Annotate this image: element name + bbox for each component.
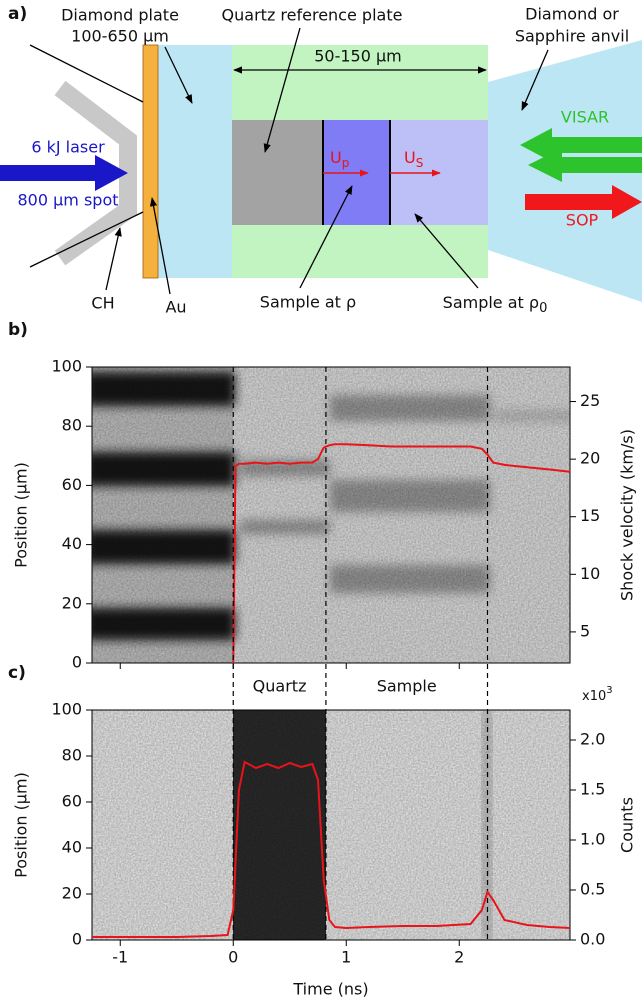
y2-tick-label: 0.5	[580, 880, 605, 899]
y-tick-label: 80	[62, 746, 82, 765]
pointer	[149, 197, 171, 295]
y-axis-label: Position (µm)	[12, 772, 31, 878]
x-tick-label: 2	[454, 948, 464, 967]
diamond-label: 100-650 µm	[71, 27, 169, 46]
gold-layer	[142, 44, 159, 279]
laser-arrow	[0, 155, 128, 191]
plot-frame	[91, 709, 571, 941]
up-label: Up	[330, 148, 349, 170]
y2-tick-label: 20	[580, 449, 600, 468]
y2-scale: x103	[582, 685, 613, 704]
quartz-label: Quartz reference plate	[222, 6, 403, 25]
y2-tick-label: 0.0	[580, 930, 605, 949]
y-tick-label: 20	[62, 884, 82, 903]
sop-label: SOP	[566, 211, 599, 230]
anvil-label: Diamond or	[525, 5, 619, 24]
up-sub: p	[342, 156, 350, 170]
au-label: Au	[165, 298, 186, 317]
visar-arrow	[520, 128, 642, 162]
y2-axis-label: Shock velocity (km/s)	[618, 429, 637, 601]
plot-frame	[91, 366, 571, 664]
sample-sub: 0	[539, 301, 547, 316]
anvil-label: Sapphire anvil	[515, 27, 629, 46]
y-tick-label: 40	[62, 838, 82, 857]
y-tick-label: 80	[62, 416, 82, 435]
x-axis-label: Time (ns)	[292, 980, 368, 999]
data-line	[92, 760, 571, 938]
y2-tick-label: 15	[580, 506, 600, 525]
sample-label: Sample at ρ0	[443, 293, 548, 316]
visar-arrow	[528, 148, 642, 182]
y-tick-label: 20	[62, 593, 82, 612]
pointer	[164, 46, 193, 104]
laser-label: 6 kJ laser	[31, 138, 105, 157]
pointer	[414, 213, 479, 289]
ch-label: CH	[91, 294, 114, 313]
y-tick-label: 100	[51, 357, 82, 376]
width-label: 50-150 µm	[314, 47, 402, 66]
ablator	[54, 80, 137, 266]
y-axis-label: Position (µm)	[12, 462, 31, 568]
region-label: Quartz	[253, 677, 307, 696]
pointer	[299, 185, 353, 289]
y2-tick-label: 25	[580, 391, 600, 410]
y2-tick-label: 2.0	[580, 730, 605, 749]
pointer	[521, 49, 549, 111]
quartz-shocked	[232, 120, 323, 225]
diamond-label: Diamond plate	[61, 6, 179, 25]
y-tick-label: 100	[51, 700, 82, 719]
y-tick-label: 60	[62, 792, 82, 811]
y2-tick-label: 1.0	[580, 830, 605, 849]
panel-label: b)	[8, 320, 28, 340]
y-tick-label: 40	[62, 534, 82, 553]
us-sub: S	[416, 156, 424, 170]
laser-label: 800 µm spot	[17, 191, 118, 210]
x-tick-label: -1	[112, 948, 128, 967]
up-main: U	[330, 148, 342, 167]
panel-label: a)	[8, 4, 27, 24]
y2-tick-label: 10	[580, 564, 600, 583]
data-line	[232, 443, 571, 664]
y2-scale-exponent: 3	[606, 685, 612, 696]
y2-axis-label: Counts	[618, 797, 637, 853]
sample-label: Sample at ρ	[260, 293, 356, 312]
ablator-edge	[29, 211, 144, 268]
us-main: U	[404, 148, 416, 167]
pointer	[263, 27, 301, 153]
y-tick-label: 60	[62, 475, 82, 494]
sop-image	[92, 710, 570, 940]
y-tick-label: 0	[72, 930, 82, 949]
panel-label: c)	[8, 663, 26, 683]
diamond-plate	[158, 45, 232, 278]
diagram: a) 6 kJ laser 800 µm spot VISAR SOP Up U…	[0, 4, 642, 317]
pointer	[105, 227, 122, 291]
visar-image	[92, 367, 570, 663]
us-label: US	[404, 148, 423, 170]
sop-arrow	[525, 185, 642, 219]
x-tick-label: 0	[228, 948, 238, 967]
y2-tick-label: 1.5	[580, 780, 605, 799]
y2-scale-base: x10	[582, 689, 606, 704]
x-tick-label: 1	[341, 948, 351, 967]
y2-tick-label: 5	[580, 621, 590, 640]
sample-main: Sample at ρ	[443, 293, 539, 312]
y-tick-label: 0	[72, 653, 82, 672]
ablator-edge	[29, 44, 144, 103]
region-label: Sample	[377, 677, 437, 696]
visar-label: VISAR	[561, 108, 609, 127]
